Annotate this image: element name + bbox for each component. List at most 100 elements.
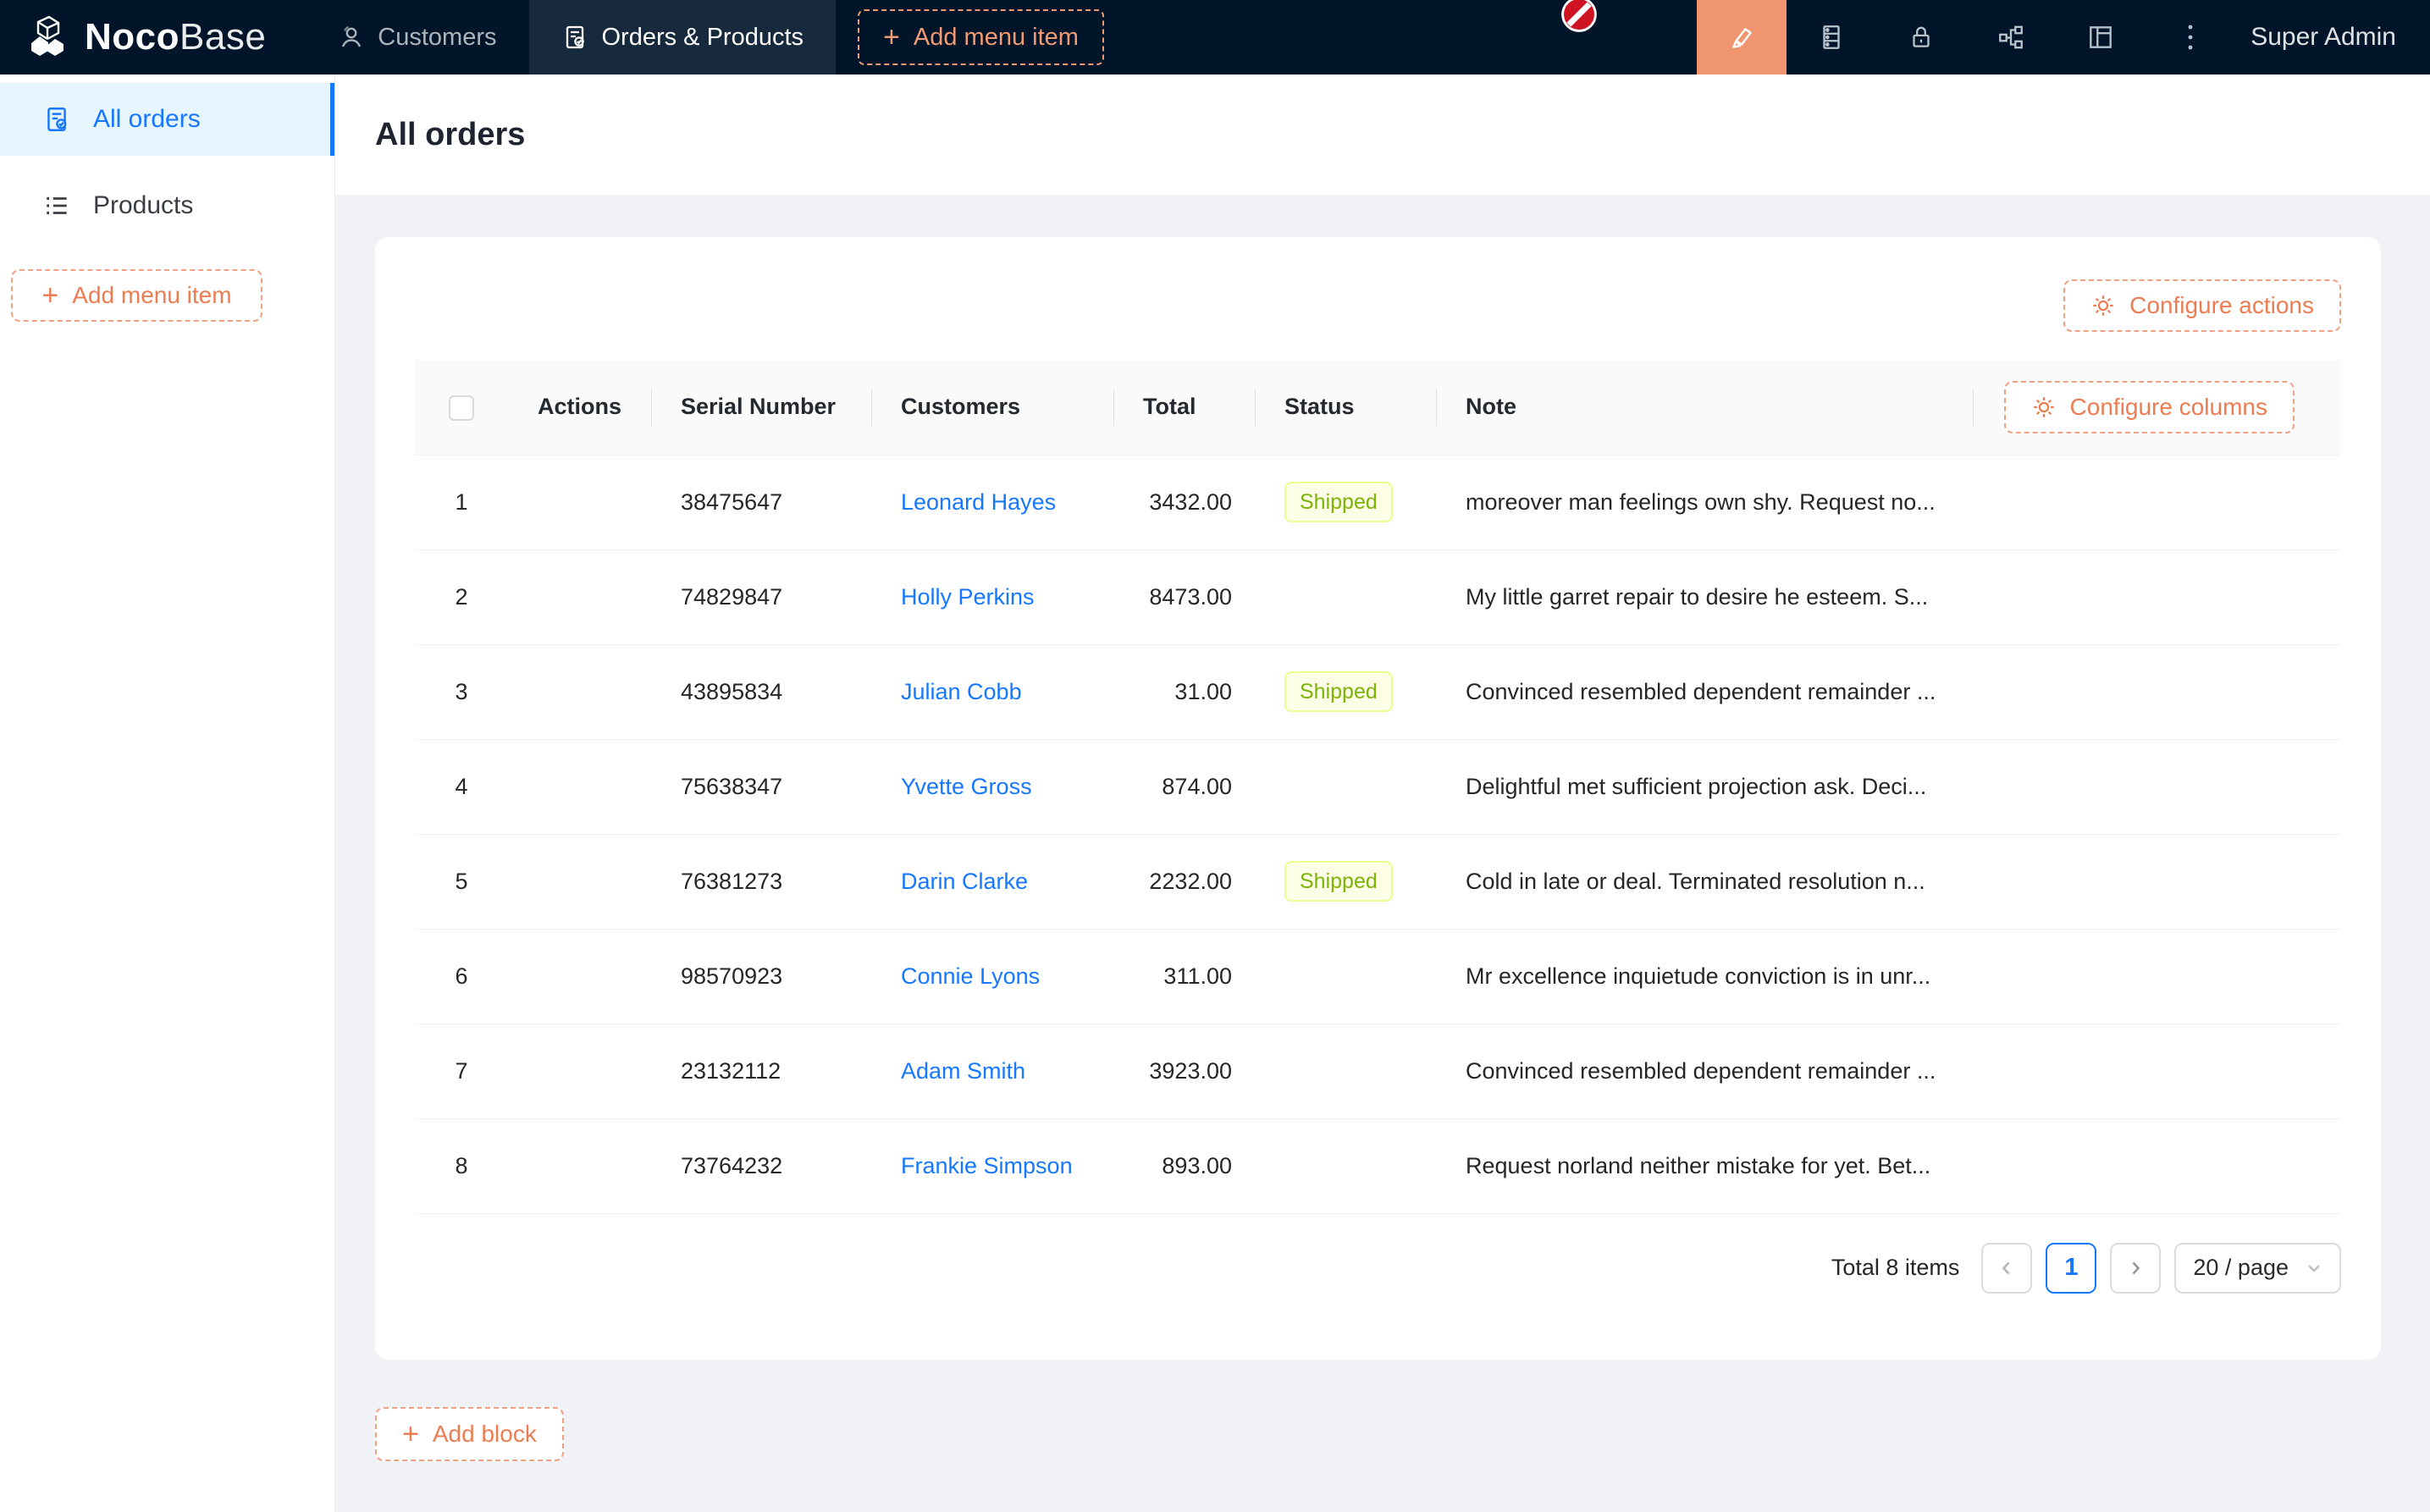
- add-block-button[interactable]: + Add block: [375, 1407, 564, 1461]
- row-index: 2: [455, 584, 467, 610]
- page-size-select[interactable]: 20 / page: [2174, 1243, 2341, 1294]
- column-header-total: Total: [1113, 360, 1255, 455]
- configure-actions-button[interactable]: Configure actions: [2063, 279, 2341, 332]
- row-actions-cell: [508, 644, 651, 739]
- nocobase-logo[interactable]: NocoBase: [0, 0, 305, 74]
- select-all-checkbox[interactable]: [449, 395, 474, 421]
- customer-link[interactable]: Holly Perkins: [901, 584, 1035, 610]
- total-cell: 874.00: [1113, 739, 1255, 834]
- status-cell: Shipped: [1255, 455, 1436, 549]
- note-cell: Delightful met sufficient projection ask…: [1436, 739, 1973, 834]
- sidebar-add-menu-item-button[interactable]: + Add menu item: [11, 269, 262, 322]
- ui-editor-button[interactable]: [1697, 0, 1787, 74]
- sidebar-item-products[interactable]: Products: [0, 169, 334, 242]
- column-header-customers: Customers: [871, 360, 1113, 455]
- pagination-total: Total 8 items: [1831, 1255, 1960, 1281]
- user-menu[interactable]: Super Admin: [2235, 23, 2430, 52]
- customer-cell: Darin Clarke: [871, 834, 1113, 929]
- navbar-right-actions: Super Admin: [1697, 0, 2430, 74]
- status-badge: Shipped: [1284, 482, 1393, 523]
- customer-cell: Julian Cobb: [871, 644, 1113, 739]
- file-done-icon: [42, 105, 71, 134]
- orders-table: Actions Serial Number Customers Total St…: [415, 360, 2341, 1214]
- user-icon: [337, 24, 364, 51]
- brand-text: NocoBase: [85, 16, 266, 58]
- status-cell: [1255, 1118, 1436, 1213]
- customer-cell: Adam Smith: [871, 1024, 1113, 1118]
- more-button[interactable]: [2146, 0, 2235, 74]
- customer-link[interactable]: Adam Smith: [901, 1058, 1025, 1084]
- customer-link[interactable]: Yvette Gross: [901, 774, 1032, 799]
- column-header-actions: Actions: [508, 360, 651, 455]
- row-index: 8: [455, 1153, 467, 1178]
- row-index: 5: [455, 869, 467, 894]
- status-cell: Shipped: [1255, 834, 1436, 929]
- top-navbar: NocoBase Customers Orders & Products + A…: [0, 0, 2430, 74]
- serial-number-cell: 98570923: [651, 929, 871, 1024]
- unordered-list-icon: [42, 191, 71, 220]
- total-cell: 3923.00: [1113, 1024, 1255, 1118]
- configure-columns-button[interactable]: Configure columns: [2004, 381, 2295, 433]
- table-row: 3 43895834 Julian Cobb 31.00 Shipped Con…: [415, 644, 2341, 739]
- sidebar: All orders Products + Add menu item: [0, 74, 335, 1512]
- customer-link[interactable]: Darin Clarke: [901, 869, 1028, 894]
- blocked-cursor-icon: [1560, 0, 1599, 34]
- access-control-button[interactable]: [1876, 0, 1966, 74]
- status-cell: [1255, 929, 1436, 1024]
- nav-item-customers[interactable]: Customers: [305, 0, 528, 74]
- customer-link[interactable]: Frankie Simpson: [901, 1153, 1073, 1178]
- navbar-add-menu-item-button[interactable]: + Add menu item: [858, 9, 1104, 65]
- row-actions-cell: [508, 834, 651, 929]
- content-area: Configure actions Actions Serial Number …: [335, 195, 2430, 1461]
- orders-table-block: Configure actions Actions Serial Number …: [375, 237, 2381, 1360]
- row-actions-cell: [508, 455, 651, 549]
- row-actions-cell: [508, 929, 651, 1024]
- page-1-button[interactable]: 1: [2046, 1243, 2096, 1294]
- row-actions-cell: [508, 1024, 651, 1118]
- row-actions-cell: [508, 549, 651, 644]
- customer-link[interactable]: Leonard Hayes: [901, 489, 1056, 515]
- status-cell: Shipped: [1255, 644, 1436, 739]
- next-page-button[interactable]: [2110, 1243, 2161, 1294]
- serial-number-cell: 75638347: [651, 739, 871, 834]
- row-index: 7: [455, 1058, 467, 1084]
- lock-icon: [1907, 23, 1936, 52]
- sidebar-item-label: Products: [93, 191, 193, 220]
- collections-button[interactable]: [1787, 0, 1876, 74]
- nav-tab-orders-products[interactable]: Orders & Products: [529, 0, 837, 74]
- table-row: 8 73764232 Frankie Simpson 893.00 Reques…: [415, 1118, 2341, 1213]
- note-cell: moreover man feelings own shy. Request n…: [1436, 455, 1973, 549]
- customer-cell: Connie Lyons: [871, 929, 1113, 1024]
- table-row: 5 76381273 Darin Clarke 2232.00 Shipped …: [415, 834, 2341, 929]
- customer-link[interactable]: Julian Cobb: [901, 679, 1022, 704]
- chevron-left-icon: [1998, 1260, 2015, 1277]
- total-cell: 31.00: [1113, 644, 1255, 739]
- page-title: All orders: [375, 117, 525, 153]
- nocobase-logo-icon: [25, 15, 71, 59]
- page-header: All orders: [335, 74, 2430, 195]
- table-body: 1 38475647 Leonard Hayes 3432.00 Shipped…: [415, 455, 2341, 1213]
- database-icon: [1817, 23, 1846, 52]
- gear-icon: [2031, 395, 2057, 420]
- note-cell: Convinced resembled dependent remainder …: [1436, 644, 1973, 739]
- table-row: 7 23132112 Adam Smith 3923.00 Convinced …: [415, 1024, 2341, 1118]
- layout-button[interactable]: [2056, 0, 2146, 74]
- row-index: 1: [455, 489, 467, 515]
- total-cell: 8473.00: [1113, 549, 1255, 644]
- nav-item-label: Customers: [378, 24, 496, 52]
- plugins-button[interactable]: [1966, 0, 2056, 74]
- row-actions-cell: [508, 739, 651, 834]
- chevron-down-icon: [2306, 1260, 2322, 1277]
- cluster-icon: [1996, 23, 2025, 52]
- previous-page-button[interactable]: [1981, 1243, 2032, 1294]
- sidebar-item-all-orders[interactable]: All orders: [0, 83, 334, 156]
- serial-number-cell: 23132112: [651, 1024, 871, 1118]
- plus-icon: +: [41, 281, 58, 310]
- customer-cell: Holly Perkins: [871, 549, 1113, 644]
- highlighter-icon: [1727, 23, 1756, 52]
- layout-icon: [2086, 23, 2115, 52]
- note-cell: Cold in late or deal. Terminated resolut…: [1436, 834, 1973, 929]
- customer-link[interactable]: Connie Lyons: [901, 963, 1040, 989]
- plus-icon: +: [883, 23, 900, 52]
- table-toolbar: Configure actions: [415, 279, 2341, 332]
